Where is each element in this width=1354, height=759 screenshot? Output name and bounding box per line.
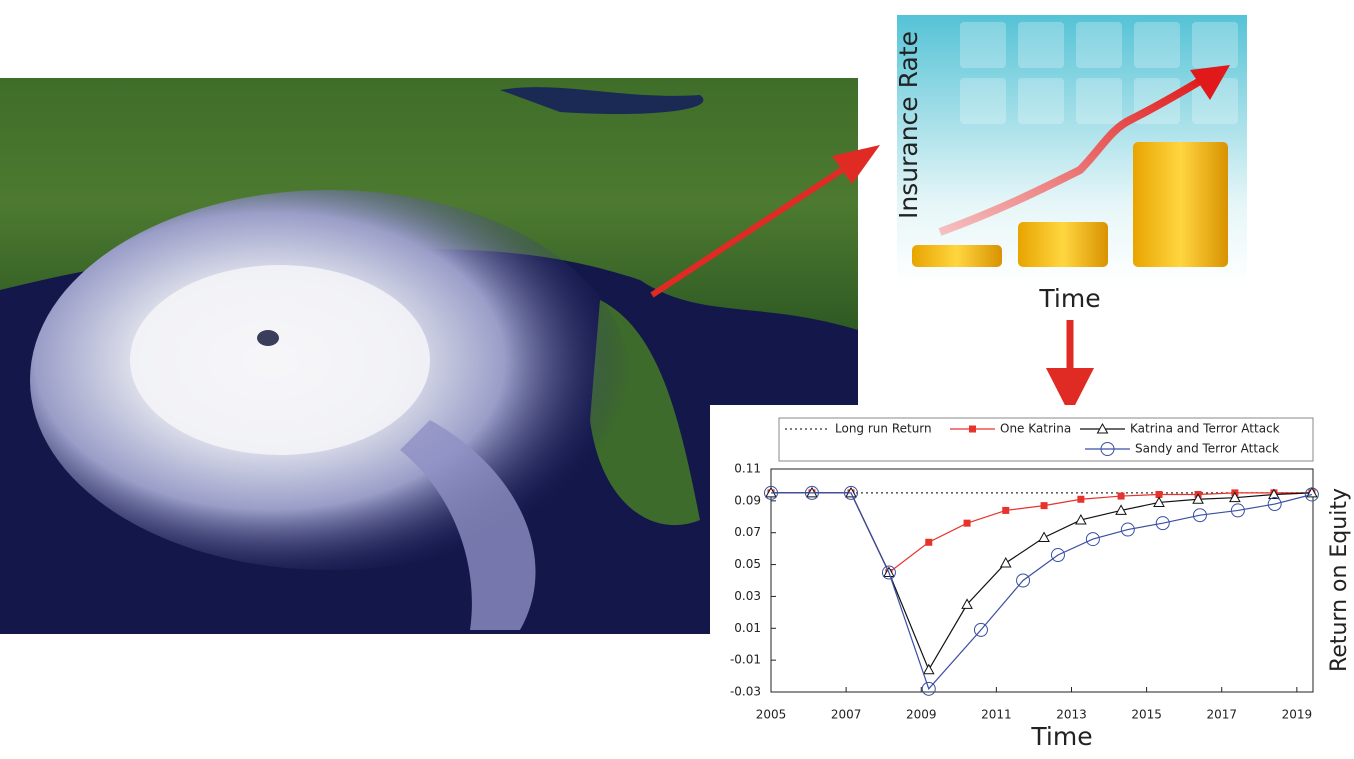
marker <box>921 681 936 696</box>
legend-label: Katrina and Terror Attack <box>1130 422 1280 436</box>
legend-label: Sandy and Terror Attack <box>1135 442 1279 456</box>
illustration-x-label: Time <box>1038 284 1100 313</box>
marker <box>1117 492 1125 500</box>
marker <box>1096 422 1109 434</box>
marker <box>1120 522 1135 537</box>
marker <box>922 663 935 675</box>
y-tick-label: 0.03 <box>734 589 761 603</box>
marker <box>1038 531 1050 542</box>
marker <box>844 485 859 500</box>
y-tick-label: -0.03 <box>730 685 761 699</box>
marker <box>999 556 1012 568</box>
x-axis-title: Time <box>1030 722 1092 751</box>
marker <box>1267 497 1282 512</box>
marker <box>1002 506 1010 514</box>
x-tick-label: 2019 <box>1282 708 1313 722</box>
plot-frame <box>770 468 1314 693</box>
x-tick-label: 2015 <box>1131 708 1162 722</box>
marker <box>1230 503 1245 518</box>
hurricane-image <box>0 78 858 634</box>
marker <box>764 485 778 500</box>
legend-label: One Katrina <box>1000 422 1071 436</box>
marker <box>1192 493 1204 504</box>
marker <box>1085 532 1100 547</box>
marker <box>1229 491 1241 503</box>
x-tick-label: 2007 <box>831 708 862 722</box>
illustration-y-label: Insurance Rate <box>894 31 923 219</box>
x-tick-label: 2009 <box>906 708 937 722</box>
x-tick-label: 2013 <box>1056 708 1087 722</box>
y-tick-label: 0.01 <box>734 621 761 635</box>
marker <box>969 425 976 433</box>
x-tick-label: 2017 <box>1206 708 1237 722</box>
legend-label: Long run Return <box>835 422 932 436</box>
marker <box>804 485 819 500</box>
y-tick-label: 0.09 <box>734 493 761 507</box>
chart-panel <box>710 405 1354 755</box>
legend <box>778 417 1314 462</box>
marker <box>1100 442 1115 456</box>
marker <box>1153 496 1165 507</box>
y-tick-label: 0.05 <box>734 557 761 571</box>
x-tick-label: 2005 <box>756 708 787 722</box>
marker <box>1192 508 1207 523</box>
marker <box>961 598 973 609</box>
y-tick-label: -0.01 <box>730 653 761 667</box>
marker <box>925 538 933 546</box>
marker <box>1155 490 1163 498</box>
arrow <box>650 165 847 298</box>
marker <box>1304 487 1319 502</box>
x-tick-label: 2011 <box>981 708 1012 722</box>
marker <box>1050 548 1065 563</box>
marker <box>1040 502 1048 510</box>
marker <box>1268 488 1280 499</box>
arrow-head <box>832 145 880 184</box>
marker <box>1016 573 1031 588</box>
marker <box>1155 516 1170 531</box>
y-tick-label: 0.11 <box>734 462 761 476</box>
y-axis-title: Return on Equity <box>1327 488 1352 672</box>
insurance-illustration: Insurance Rate Time <box>894 15 1247 313</box>
marker <box>1075 513 1087 525</box>
marker <box>881 565 896 580</box>
marker <box>973 622 988 637</box>
series-line <box>771 492 1313 690</box>
marker <box>963 519 971 527</box>
y-tick-label: 0.07 <box>734 525 761 539</box>
marker <box>1115 504 1127 515</box>
arrow-head <box>1046 368 1094 415</box>
marker <box>1077 495 1085 503</box>
